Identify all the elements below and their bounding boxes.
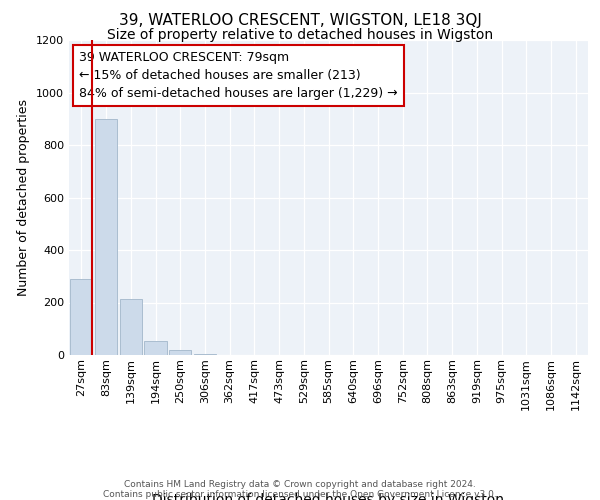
Text: Size of property relative to detached houses in Wigston: Size of property relative to detached ho… — [107, 28, 493, 42]
Bar — [119, 298, 142, 355]
Text: 39, WATERLOO CRESCENT, WIGSTON, LE18 3QJ: 39, WATERLOO CRESCENT, WIGSTON, LE18 3QJ — [119, 12, 481, 28]
Y-axis label: Number of detached properties: Number of detached properties — [17, 99, 31, 296]
Text: Contains public sector information licensed under the Open Government Licence v3: Contains public sector information licen… — [103, 490, 497, 499]
Text: 39 WATERLOO CRESCENT: 79sqm
← 15% of detached houses are smaller (213)
84% of se: 39 WATERLOO CRESCENT: 79sqm ← 15% of det… — [79, 51, 398, 100]
Bar — [95, 118, 117, 355]
Bar — [70, 279, 92, 355]
Bar — [145, 340, 167, 355]
Bar — [169, 350, 191, 355]
Text: Contains HM Land Registry data © Crown copyright and database right 2024.: Contains HM Land Registry data © Crown c… — [124, 480, 476, 489]
X-axis label: Distribution of detached houses by size in Wigston: Distribution of detached houses by size … — [152, 493, 505, 500]
Bar — [194, 354, 216, 355]
